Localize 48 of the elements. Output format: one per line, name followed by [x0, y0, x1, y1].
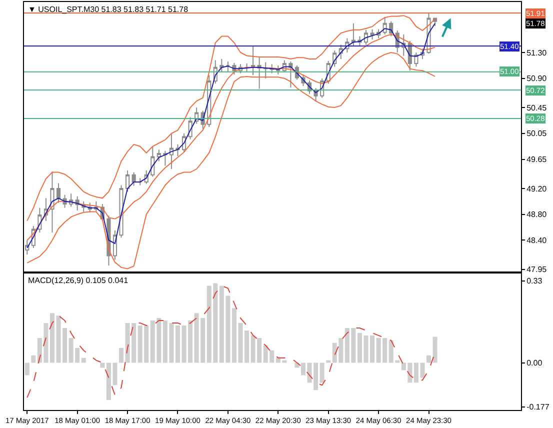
candlestick [220, 58, 224, 72]
line-series [26, 285, 436, 398]
candlestick [56, 182, 61, 204]
y-tick-label: 50.45 [526, 103, 548, 112]
candlestick [364, 29, 368, 46]
y-tick-label: 0.00 [526, 358, 543, 368]
candlestick [288, 61, 293, 88]
y-tick-label: 49.20 [526, 184, 548, 194]
candlestick [251, 46, 256, 76]
candlestick [382, 16, 387, 35]
candlestick [226, 61, 230, 72]
line-series [26, 52, 436, 270]
candlestick [126, 170, 130, 192]
bar [81, 358, 86, 363]
y-tick-label: 50.05 [526, 129, 548, 138]
bar [24, 362, 30, 376]
y-tick-label: 50.90 [526, 74, 548, 84]
candlestick [244, 63, 249, 72]
bar [432, 336, 438, 363]
y-tick-label: 0.33 [526, 276, 543, 286]
candlestick [150, 146, 155, 178]
bar [326, 360, 331, 363]
bar [119, 348, 124, 363]
candlestick [156, 149, 161, 162]
candlestick [257, 57, 262, 90]
y-tick-label: 48.80 [526, 210, 548, 220]
chart-title: ▼ USOIL_SPT.M30 51.83 51.83 51.71 51.78 [28, 5, 189, 14]
bar [320, 362, 324, 383]
bar [300, 362, 306, 376]
candlestick [370, 28, 374, 40]
candlestick [351, 22, 356, 47]
candlestick [169, 134, 174, 170]
candlestick [132, 172, 136, 186]
chart-title: MACD(12,26,9) 0.105 0.041 [28, 276, 129, 285]
bar [426, 355, 432, 363]
candlestick [138, 178, 142, 186]
y-tick-label: -0.177 [526, 402, 550, 412]
y-tick-label: 47.95 [526, 265, 548, 274]
bar [175, 326, 180, 363]
bar [50, 313, 54, 363]
y-tick-label: 51.30 [526, 48, 548, 58]
bar [100, 362, 105, 368]
bar [31, 355, 36, 363]
candlestick [264, 62, 268, 79]
y-tick-label: 48.40 [526, 236, 548, 246]
candlestick [50, 171, 54, 233]
y-tick-label: 49.65 [526, 155, 548, 164]
candlestick [414, 52, 418, 68]
